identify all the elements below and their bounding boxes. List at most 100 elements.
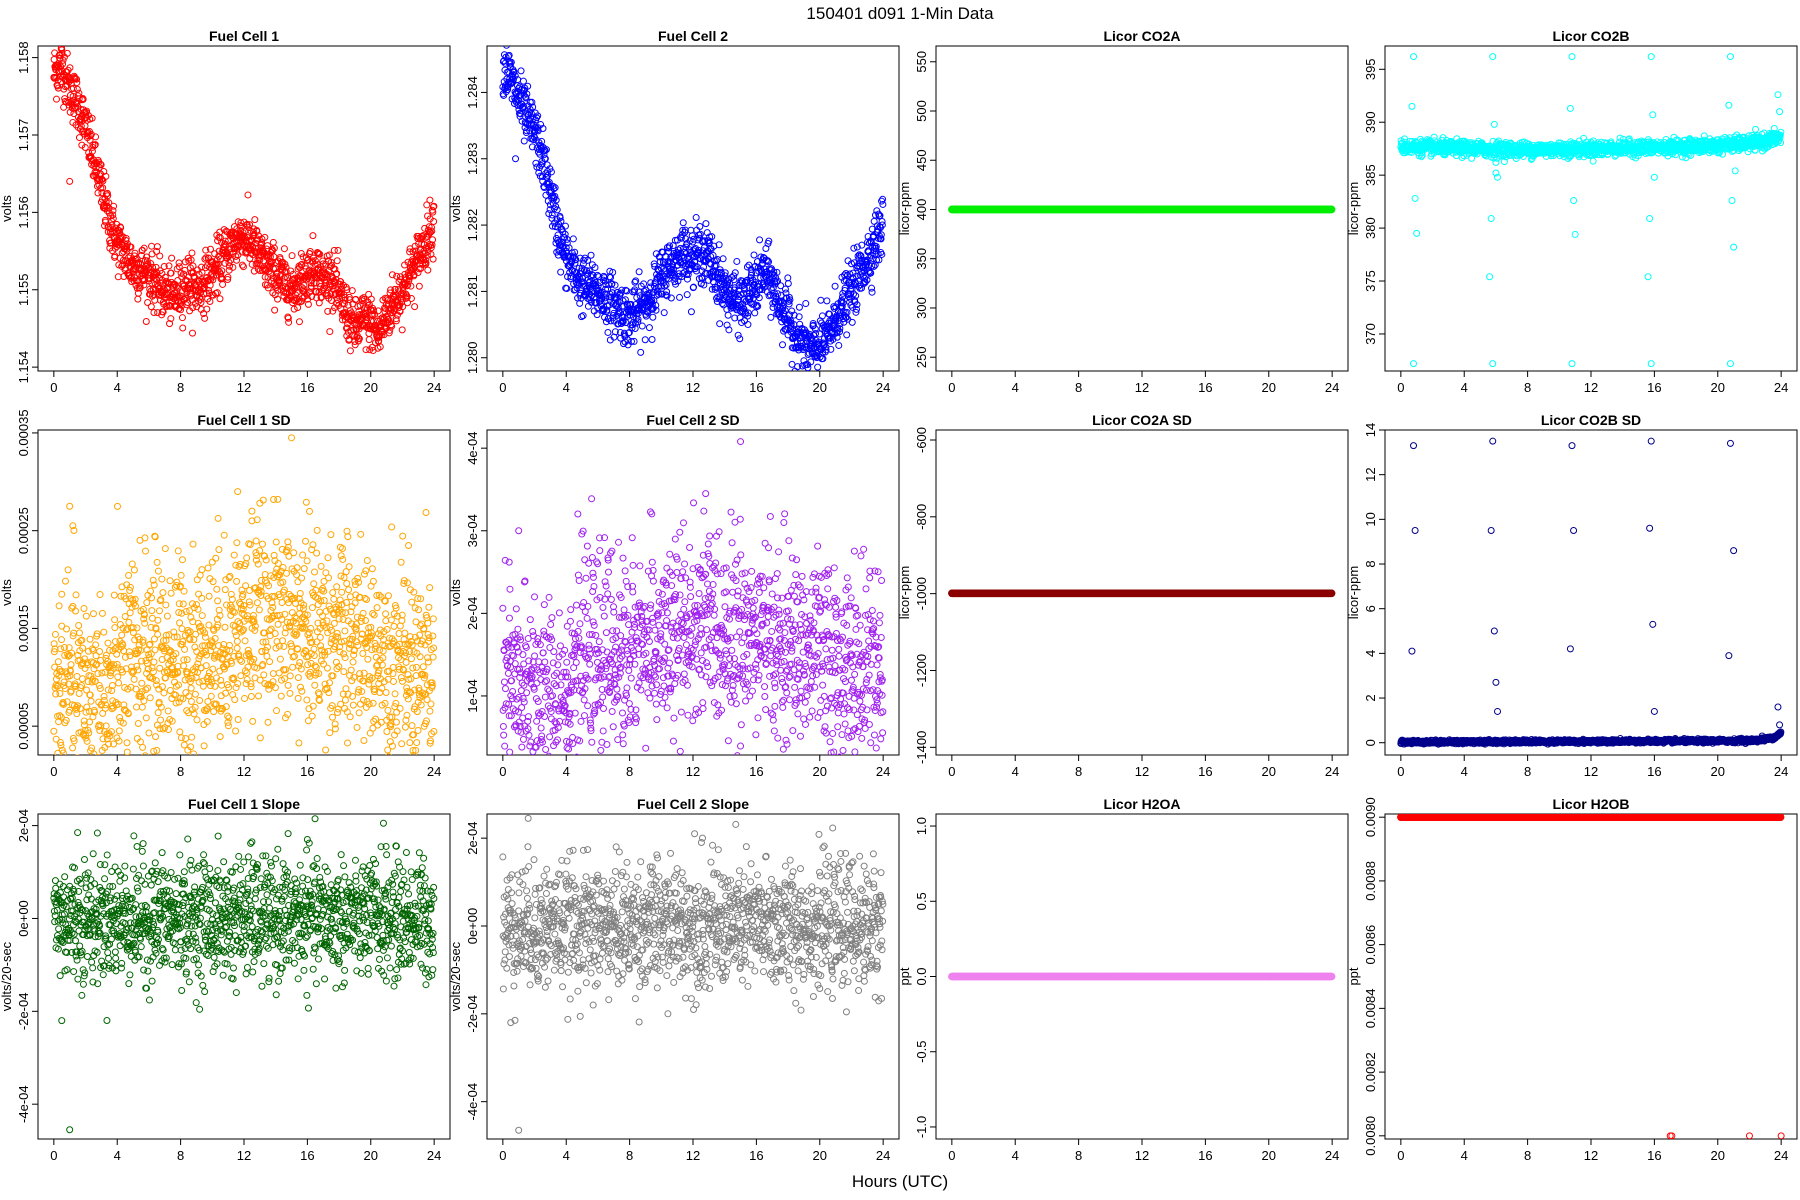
- data-point: [1430, 133, 1438, 141]
- data-point: [251, 216, 259, 224]
- data-point: [563, 285, 571, 293]
- data-point: [755, 294, 763, 302]
- data-point: [355, 335, 363, 343]
- data-point: [507, 58, 515, 66]
- data-point: [134, 277, 142, 285]
- data-point: [365, 336, 373, 344]
- data-point: [879, 200, 887, 208]
- data-points: [948, 205, 1336, 214]
- data-point: [852, 305, 860, 313]
- data-point: [781, 285, 789, 293]
- y-tick-label: 1.280: [465, 341, 480, 374]
- data-point: [517, 110, 525, 118]
- data-point: [541, 155, 549, 163]
- data-point: [826, 310, 834, 318]
- y-tick-label: 450: [914, 149, 929, 171]
- data-point: [744, 312, 752, 320]
- data-point: [618, 286, 626, 294]
- data-point: [561, 222, 569, 230]
- x-tick-label: 20: [813, 380, 827, 395]
- data-point: [716, 320, 724, 328]
- data-point: [724, 311, 732, 319]
- figure-x-label: Hours (UTC): [852, 1172, 948, 1191]
- data-point: [189, 262, 197, 270]
- data-point: [274, 295, 282, 303]
- data-point: [557, 268, 565, 276]
- data-point: [261, 233, 269, 241]
- data-point: [153, 247, 161, 255]
- data-point: [812, 329, 820, 337]
- data-point: [848, 285, 856, 293]
- data-point: [765, 292, 773, 300]
- data-point: [802, 300, 810, 308]
- data-point: [319, 269, 327, 277]
- data-point: [700, 281, 708, 289]
- data-point: [588, 271, 596, 279]
- data-point: [138, 252, 146, 260]
- data-point: [640, 280, 648, 288]
- x-tick-label: 4: [1012, 380, 1019, 395]
- data-point: [667, 294, 675, 302]
- data-point: [388, 271, 396, 279]
- data-point: [73, 75, 81, 83]
- y-tick-label: 385: [1363, 164, 1378, 186]
- data-point: [765, 258, 773, 266]
- data-point: [852, 292, 860, 300]
- data-point: [853, 301, 861, 309]
- data-point: [652, 301, 660, 309]
- data-point: [713, 294, 721, 302]
- data-point: [878, 218, 886, 226]
- data-point: [179, 324, 187, 332]
- data-point: [109, 215, 117, 223]
- data-point: [510, 68, 518, 76]
- data-point: [410, 271, 418, 279]
- data-point: [423, 251, 431, 259]
- data-point: [181, 285, 189, 293]
- data-point: [648, 300, 656, 308]
- data-point: [237, 219, 245, 227]
- data-point: [428, 223, 436, 231]
- data-point: [140, 244, 148, 252]
- data-point: [870, 262, 878, 270]
- data-point: [428, 241, 436, 249]
- data-points: [50, 46, 438, 355]
- panel-title: Licor CO2B: [1552, 28, 1629, 44]
- data-point: [650, 297, 658, 305]
- data-point: [718, 299, 726, 307]
- data-point: [679, 219, 687, 227]
- data-point: [168, 254, 176, 262]
- data-point: [635, 268, 643, 276]
- data-point: [243, 220, 251, 228]
- data-point: [70, 110, 78, 118]
- data-point: [843, 308, 851, 316]
- data-point: [79, 95, 87, 103]
- data-point: [231, 229, 239, 237]
- data-point: [730, 276, 738, 284]
- y-tick-label: 300: [914, 297, 929, 319]
- data-point: [402, 294, 410, 302]
- data-point: [637, 282, 645, 290]
- data-point: [734, 331, 742, 339]
- data-point: [850, 244, 858, 252]
- data-point: [333, 257, 341, 265]
- y-tick-label: 550: [914, 51, 929, 73]
- data-point: [69, 84, 77, 92]
- data-point: [795, 313, 803, 321]
- data-point: [756, 236, 764, 244]
- data-point: [221, 237, 229, 245]
- data-point: [289, 270, 297, 278]
- data-point: [148, 242, 156, 250]
- data-point: [656, 258, 664, 266]
- data-point: [264, 242, 272, 250]
- data-point: [673, 250, 681, 258]
- data-point: [533, 114, 541, 122]
- data-point: [167, 269, 175, 277]
- data-point: [104, 192, 112, 200]
- data-point: [578, 313, 586, 321]
- data-point: [626, 307, 634, 315]
- data-point: [307, 269, 315, 277]
- data-point: [648, 297, 656, 305]
- data-point: [748, 269, 756, 277]
- x-tick-label: 24: [876, 380, 890, 395]
- data-point: [181, 266, 189, 274]
